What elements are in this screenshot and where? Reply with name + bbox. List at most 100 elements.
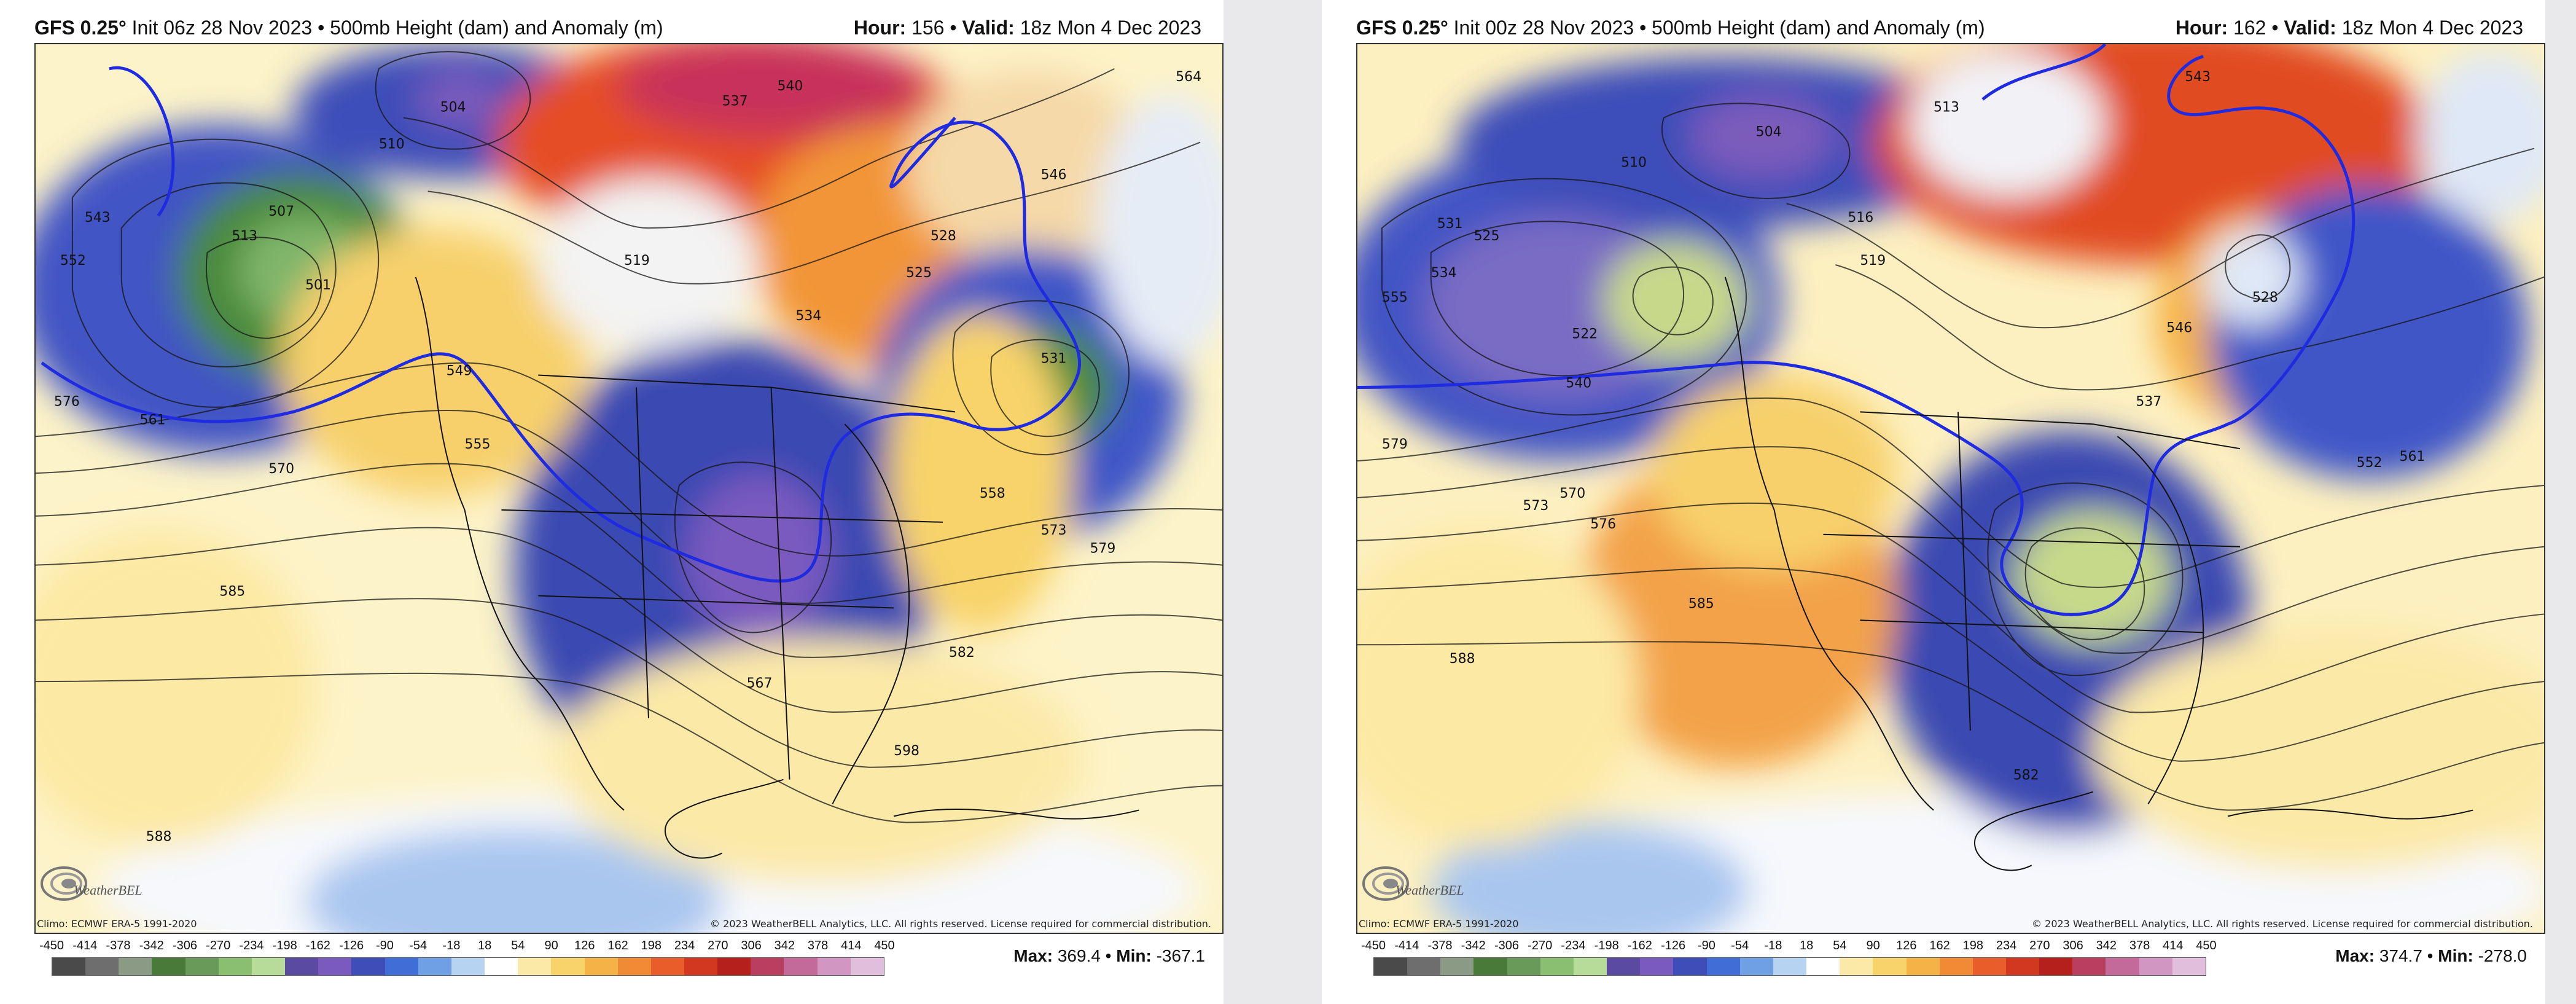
contour-label: 534 xyxy=(1431,265,1457,281)
colorbar-tick-label: -126 xyxy=(1661,939,1686,952)
climo-credit: Climo: ECMWF ERA-5 1991-2020 xyxy=(1359,918,1519,930)
colorbar-swatch xyxy=(85,958,119,975)
colorbar-tick-label: -378 xyxy=(106,939,131,952)
contour-label: 570 xyxy=(1559,486,1585,501)
colorbar-swatch xyxy=(518,958,552,975)
contour-label: 537 xyxy=(2136,394,2161,409)
colorbar-swatch xyxy=(817,958,851,975)
contour-label: 582 xyxy=(2013,768,2039,783)
colorbar-swatch xyxy=(451,958,485,975)
contour-label: 585 xyxy=(219,584,245,600)
contour-label: 598 xyxy=(894,743,919,759)
colorbar-swatch xyxy=(1640,958,1674,975)
anomaly-map-left: 501 507 513 543 552 576 561 570 585 588 … xyxy=(36,44,1222,933)
colorbar-tick-label: -126 xyxy=(339,939,364,952)
colorbar-tick-label: -162 xyxy=(1627,939,1652,952)
map-image: 510 504 516 519 525 531 534 543 555 579 … xyxy=(1356,43,2545,934)
contour-label: 504 xyxy=(1756,125,1782,140)
max-value: 369.4 xyxy=(1057,946,1101,965)
colorbar-swatch xyxy=(650,958,684,975)
contour-label: 519 xyxy=(624,253,650,269)
colorbar-swatch xyxy=(551,958,585,975)
contour-label: 522 xyxy=(1572,327,1598,342)
logo-text: WeatherBELL xyxy=(1395,882,1464,898)
contour-label: 576 xyxy=(1590,517,1616,532)
hour-value: 156 xyxy=(911,17,945,39)
contour-label: 573 xyxy=(1523,498,1548,514)
max-min-readout: Max: 374.7 • Min: -278.0 xyxy=(2335,946,2527,965)
min-value: -278.0 xyxy=(2478,946,2527,965)
logo-text: WeatherBELL xyxy=(74,882,142,898)
colorbar-swatch xyxy=(2172,958,2206,975)
colorbar-tick-label: 162 xyxy=(1929,939,1950,952)
contour-label: 531 xyxy=(1041,351,1067,367)
contour-label: 516 xyxy=(1848,210,1873,226)
colorbar-swatch xyxy=(684,958,718,975)
colorbar xyxy=(1373,957,2206,976)
colorbar-tick-label: -234 xyxy=(1561,939,1586,952)
contour-label: 513 xyxy=(232,229,257,244)
contour-label: 525 xyxy=(1474,229,1500,244)
colorbar-tick-label: 162 xyxy=(607,939,628,952)
colorbar-tick-label: -18 xyxy=(442,939,461,952)
colorbar-swatch xyxy=(1473,958,1507,975)
colorbar-tick-label: -378 xyxy=(1427,939,1453,952)
colorbar-swatch xyxy=(2106,958,2139,975)
colorbar-swatch xyxy=(185,958,219,975)
colorbar-swatch xyxy=(218,958,252,975)
colorbar-tick-label: 450 xyxy=(2196,939,2217,952)
max-min-readout: Max: 369.4 • Min: -367.1 xyxy=(1013,946,1205,965)
colorbar-tick-label: -162 xyxy=(305,939,330,952)
valid-label: Valid: xyxy=(2284,17,2336,39)
init-time: Init 06z 28 Nov 2023 xyxy=(131,17,313,39)
colorbar-tick-label: 90 xyxy=(544,939,558,952)
colorbar-swatch xyxy=(584,958,618,975)
colorbar-tick-label: 306 xyxy=(2063,939,2083,952)
colorbar-tick-label: -270 xyxy=(1528,939,1553,952)
valid-time: 18z Mon 4 Dec 2023 xyxy=(1020,17,1201,39)
contour-label: 552 xyxy=(60,253,86,269)
contour-label: 513 xyxy=(1934,100,1959,116)
colorbar-tick-label: 378 xyxy=(807,939,829,952)
colorbar-swatch xyxy=(1773,958,1807,975)
contour-label: 528 xyxy=(2252,290,2278,305)
map-header: GFS 0.25° Init 06z 28 Nov 2023 • 500mb H… xyxy=(34,17,1201,39)
colorbar-swatch xyxy=(1440,958,1474,975)
colorbar-tick-label: 18 xyxy=(477,939,492,952)
hour-label: Hour: xyxy=(2175,17,2228,39)
contour-label: 543 xyxy=(2185,69,2211,85)
colorbar-tick-label: 306 xyxy=(741,939,762,952)
contour-label: 549 xyxy=(447,364,472,379)
colorbar-swatch xyxy=(119,958,152,975)
max-value: 374.7 xyxy=(2379,946,2422,965)
contour-label: 528 xyxy=(931,229,956,244)
colorbar-tick-label: -90 xyxy=(375,939,394,952)
max-label: Max: xyxy=(1013,946,1053,965)
map-header: GFS 0.25° Init 00z 28 Nov 2023 • 500mb H… xyxy=(1356,17,2523,39)
colorbar-tick-label: 450 xyxy=(874,939,895,952)
colorbar-swatch xyxy=(1906,958,1940,975)
contour-label: 510 xyxy=(379,137,405,152)
colorbar-tick-label: 198 xyxy=(1962,939,1983,952)
colorbar-swatch xyxy=(1739,958,1773,975)
contour-label: 579 xyxy=(1090,541,1115,557)
colorbar-swatch xyxy=(850,958,884,975)
colorbar-tick-label: -306 xyxy=(1494,939,1519,952)
copyright-notice: © 2023 WeatherBELL Analytics, LLC. All r… xyxy=(2032,918,2533,930)
colorbar-swatch xyxy=(52,958,86,975)
colorbar-tick-label: 342 xyxy=(774,939,795,952)
contour-label: 564 xyxy=(1176,69,1201,85)
colorbar-tick-label: -198 xyxy=(1594,939,1619,952)
contour-label: 588 xyxy=(1450,651,1475,667)
colorbar-swatch xyxy=(1972,958,2006,975)
colorbar-tick-label: -18 xyxy=(1764,939,1782,952)
weatherbell-logo: WeatherBELL xyxy=(1362,866,1464,901)
colorbar-swatch xyxy=(1840,958,1873,975)
model-name: GFS 0.25° xyxy=(1356,17,1448,39)
colorbar-tick-label: -342 xyxy=(139,939,164,952)
colorbar-tick-label: 414 xyxy=(841,939,862,952)
colorbar-tick-label: 270 xyxy=(2029,939,2050,952)
contour-label: 558 xyxy=(980,486,1005,501)
colorbar-tick-label: 414 xyxy=(2163,939,2184,952)
contour-label: 585 xyxy=(1688,596,1714,611)
